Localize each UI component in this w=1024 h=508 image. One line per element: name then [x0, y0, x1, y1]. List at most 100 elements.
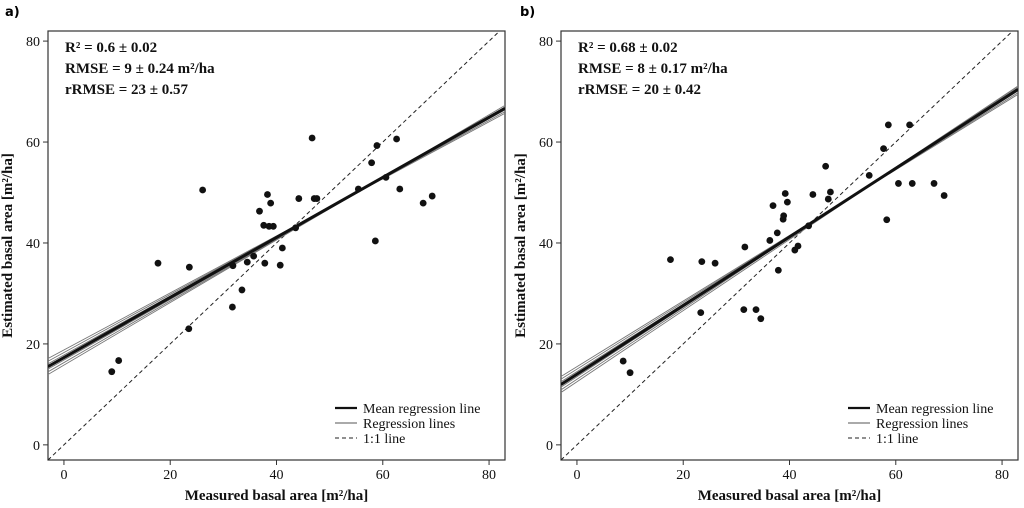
- legend-label: Regression lines: [876, 417, 968, 432]
- data-point: [930, 180, 938, 187]
- data-point: [698, 258, 706, 266]
- y-axis-title: Estimated basal area [m²/ha]: [513, 153, 529, 338]
- data-point: [883, 216, 891, 224]
- x-tick-label: 60: [376, 468, 390, 483]
- stat-line: rRMSE = 23 ± 0.57: [65, 82, 189, 98]
- data-point: [261, 259, 269, 267]
- data-point: [115, 357, 123, 364]
- x-tick-label: 60: [889, 468, 903, 483]
- data-point: [667, 256, 674, 264]
- data-point: [354, 185, 362, 193]
- legend-label: Regression lines: [363, 417, 455, 432]
- y-tick-label: 20: [539, 338, 553, 353]
- mean-regression-line: [48, 106, 505, 368]
- data-point: [773, 229, 781, 237]
- legend-label: 1:1 line: [363, 432, 405, 447]
- data-point: [824, 195, 832, 203]
- data-point: [428, 192, 436, 200]
- data-point: [256, 207, 263, 215]
- data-point: [908, 180, 916, 187]
- data-point: [313, 195, 321, 202]
- y-tick-label: 0: [33, 439, 40, 454]
- data-point: [278, 244, 286, 252]
- data-point: [766, 237, 774, 244]
- data-point: [780, 212, 788, 220]
- data-point: [276, 261, 284, 269]
- y-tick-label: 0: [546, 439, 553, 454]
- data-point: [769, 202, 777, 210]
- data-point: [619, 357, 627, 365]
- data-point: [229, 262, 237, 270]
- legend-label: Mean regression line: [876, 402, 993, 417]
- data-point: [711, 259, 719, 267]
- data-point: [368, 159, 376, 167]
- data-point: [805, 222, 813, 230]
- data-point: [757, 315, 765, 323]
- data-point: [794, 242, 802, 250]
- data-point: [774, 266, 782, 274]
- stat-line: RMSE = 9 ± 0.24 m²/ha: [65, 61, 215, 77]
- legend-label: Mean regression line: [363, 402, 480, 417]
- data-point: [740, 306, 748, 313]
- x-tick-label: 40: [783, 468, 797, 483]
- data-point: [154, 259, 162, 267]
- data-point: [752, 306, 760, 313]
- x-axis-title: Measured basal area [m²/ha]: [698, 488, 882, 504]
- data-point: [940, 192, 948, 199]
- data-point: [185, 325, 193, 333]
- data-point: [295, 195, 303, 202]
- data-point: [880, 145, 887, 152]
- data-point: [865, 171, 873, 179]
- x-tick-label: 40: [270, 468, 284, 483]
- data-point: [371, 237, 379, 245]
- y-tick-label: 40: [26, 237, 40, 252]
- y-tick-label: 80: [26, 35, 40, 50]
- data-point: [697, 309, 705, 317]
- data-point: [238, 286, 246, 294]
- chart-panel-b: b) 0 20 40 60 80 0 20 40 60 80 Measured basal area …: [513, 5, 1019, 504]
- x-tick-label: 0: [60, 468, 67, 483]
- one-to-one-line: [48, 31, 501, 460]
- data-point: [626, 369, 634, 377]
- data-point: [396, 185, 404, 193]
- x-tick-label: 80: [482, 468, 496, 483]
- data-point: [108, 368, 116, 376]
- data-point: [199, 186, 207, 194]
- y-tick-label: 20: [26, 338, 40, 353]
- y-axis-title: Estimated basal area [m²/ha]: [0, 153, 16, 338]
- stat-line: R² = 0.68 ± 0.02: [578, 40, 678, 56]
- data-point: [783, 198, 791, 206]
- data-point: [250, 252, 258, 260]
- data-point: [822, 162, 830, 170]
- data-point: [267, 199, 275, 207]
- x-tick-label: 80: [995, 468, 1009, 483]
- x-tick-label: 0: [573, 468, 580, 483]
- data-point: [393, 135, 400, 143]
- data-point: [906, 121, 913, 129]
- panel-label: b): [520, 5, 535, 20]
- data-point: [264, 191, 271, 198]
- data-point: [373, 142, 381, 149]
- data-point: [884, 121, 892, 129]
- legend-label: 1:1 line: [876, 432, 918, 447]
- data-point: [382, 173, 390, 181]
- x-tick-label: 20: [676, 468, 690, 483]
- data-point: [781, 190, 789, 197]
- stat-line: RMSE = 8 ± 0.17 m²/ha: [578, 61, 728, 77]
- y-tick-label: 80: [539, 35, 553, 50]
- y-tick-label: 60: [539, 136, 553, 151]
- data-point: [741, 243, 749, 251]
- panel-label: a): [5, 5, 20, 20]
- data-point: [895, 180, 902, 187]
- y-tick-label: 60: [26, 136, 40, 151]
- data-point: [827, 188, 834, 196]
- data-point: [243, 258, 251, 266]
- chart-panel-a: a) 0 20 40 60 80 0 20 40 60 80 Measured basal area …: [0, 5, 506, 504]
- data-point: [260, 221, 268, 229]
- data-point: [185, 263, 193, 271]
- one-to-one-line: [561, 31, 1014, 460]
- x-tick-label: 20: [163, 468, 177, 483]
- stat-line: R² = 0.6 ± 0.02: [65, 40, 157, 56]
- x-axis-title: Measured basal area [m²/ha]: [185, 488, 369, 504]
